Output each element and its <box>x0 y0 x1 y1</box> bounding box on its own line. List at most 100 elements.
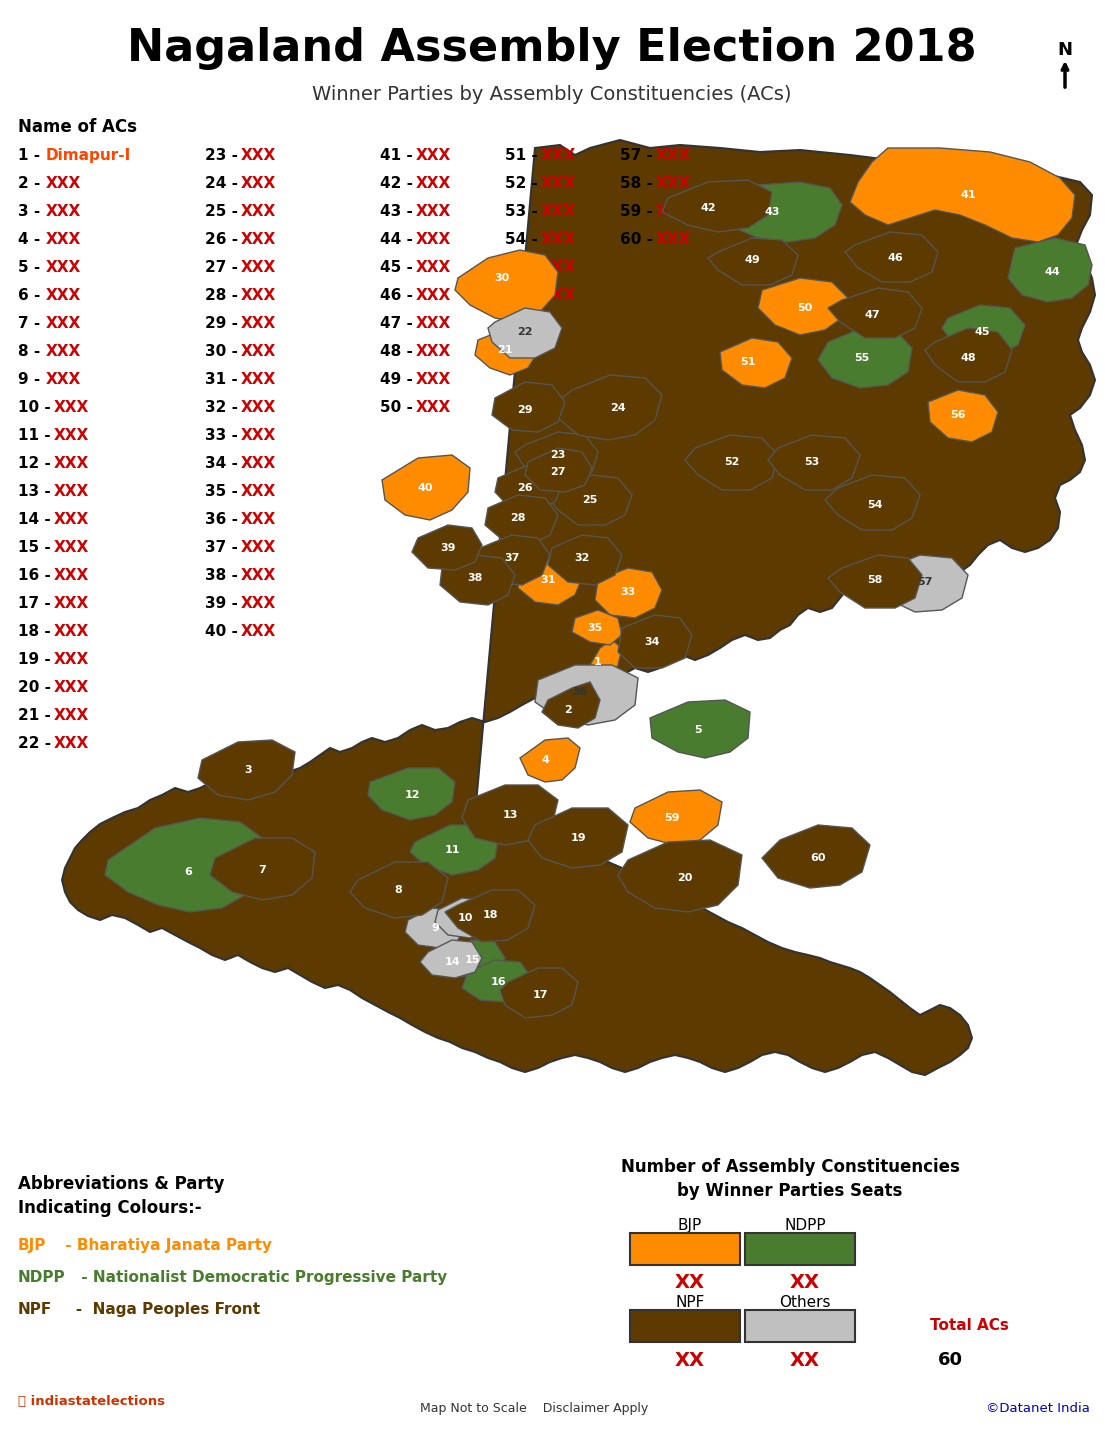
Polygon shape <box>630 790 722 844</box>
Text: 45 -: 45 - <box>380 259 418 275</box>
Text: 42 -: 42 - <box>380 176 419 192</box>
Text: XXX: XXX <box>46 344 82 359</box>
Polygon shape <box>210 839 315 901</box>
Polygon shape <box>520 738 580 782</box>
Polygon shape <box>535 664 638 725</box>
Text: 35 -: 35 - <box>206 484 243 499</box>
Text: Map Not to Scale    Disclaimer Apply: Map Not to Scale Disclaimer Apply <box>420 1402 649 1415</box>
Polygon shape <box>928 391 998 442</box>
Polygon shape <box>410 826 498 875</box>
Text: XXX: XXX <box>54 512 90 527</box>
Text: 24 -: 24 - <box>206 176 243 192</box>
Text: XXX: XXX <box>415 344 451 359</box>
Text: 43: 43 <box>765 208 780 218</box>
Text: 9 -: 9 - <box>18 372 45 388</box>
Text: 48: 48 <box>960 353 976 363</box>
Polygon shape <box>850 148 1075 242</box>
Polygon shape <box>545 476 632 525</box>
Text: 53 -: 53 - <box>505 205 544 219</box>
Polygon shape <box>828 555 922 608</box>
Polygon shape <box>445 891 535 942</box>
Text: XXX: XXX <box>656 232 692 246</box>
Polygon shape <box>941 305 1025 354</box>
Text: 51 -: 51 - <box>505 148 543 163</box>
Text: 18: 18 <box>482 911 497 919</box>
Polygon shape <box>572 610 622 646</box>
Text: 28: 28 <box>511 513 526 523</box>
Text: 27 -: 27 - <box>206 259 243 275</box>
Text: XXX: XXX <box>656 205 692 219</box>
Text: 44 -: 44 - <box>380 232 418 246</box>
Text: 33 -: 33 - <box>206 428 243 442</box>
Text: 19: 19 <box>570 833 586 843</box>
Text: XXX: XXX <box>656 148 692 163</box>
Text: XXX: XXX <box>415 148 451 163</box>
Text: 43 -: 43 - <box>380 205 418 219</box>
Text: 17 -: 17 - <box>18 597 56 611</box>
Polygon shape <box>768 435 860 490</box>
Polygon shape <box>488 308 562 357</box>
Text: 31: 31 <box>540 575 556 585</box>
Text: XXX: XXX <box>241 597 276 611</box>
Text: 32 -: 32 - <box>206 401 243 415</box>
Text: 58: 58 <box>867 575 883 585</box>
Polygon shape <box>528 808 628 867</box>
Text: XXX: XXX <box>46 316 82 331</box>
Text: XXX: XXX <box>54 568 90 584</box>
Polygon shape <box>515 432 598 481</box>
Text: 22: 22 <box>517 327 533 337</box>
Text: 38 -: 38 - <box>206 568 243 584</box>
Text: XXX: XXX <box>241 232 276 246</box>
Text: 17: 17 <box>533 990 548 1000</box>
Polygon shape <box>828 288 922 339</box>
Polygon shape <box>541 682 600 728</box>
Text: Others: Others <box>779 1295 831 1310</box>
Text: 13 -: 13 - <box>18 484 56 499</box>
Text: 52 -: 52 - <box>505 176 544 192</box>
Polygon shape <box>62 140 1095 1075</box>
Text: 27: 27 <box>550 467 566 477</box>
Text: XXX: XXX <box>54 484 90 499</box>
Bar <box>745 1310 855 1342</box>
Polygon shape <box>650 700 750 758</box>
Text: XXX: XXX <box>241 205 276 219</box>
Text: 52: 52 <box>724 457 739 467</box>
Text: 55 -: 55 - <box>505 259 544 275</box>
Polygon shape <box>462 960 532 1001</box>
Text: XXX: XXX <box>541 148 576 163</box>
Text: Name of ACs: Name of ACs <box>18 118 137 135</box>
Text: BJP: BJP <box>677 1218 702 1233</box>
Text: 59 -: 59 - <box>620 205 659 219</box>
Text: 49: 49 <box>744 255 760 265</box>
Polygon shape <box>845 232 938 282</box>
Text: 45: 45 <box>975 327 990 337</box>
Text: 7 -: 7 - <box>18 316 45 331</box>
Text: 6: 6 <box>185 867 192 878</box>
Polygon shape <box>499 968 578 1017</box>
Text: XXX: XXX <box>46 288 82 303</box>
Text: 41 -: 41 - <box>380 148 418 163</box>
Text: 10: 10 <box>457 914 473 924</box>
Polygon shape <box>198 741 295 800</box>
Text: NDPP: NDPP <box>18 1270 65 1285</box>
Text: 42: 42 <box>701 203 716 213</box>
Text: Dimapur-I: Dimapur-I <box>46 148 131 163</box>
Text: 5 -: 5 - <box>18 259 45 275</box>
Text: 47: 47 <box>864 310 880 320</box>
Text: NPF: NPF <box>675 1295 705 1310</box>
Text: 30 -: 30 - <box>206 344 243 359</box>
Text: 25 -: 25 - <box>206 205 243 219</box>
Polygon shape <box>925 329 1012 382</box>
Text: XXX: XXX <box>54 736 90 751</box>
Text: 4 -: 4 - <box>18 232 45 246</box>
Text: 14: 14 <box>444 957 460 967</box>
Text: 8: 8 <box>394 885 402 895</box>
Polygon shape <box>878 555 968 612</box>
Text: 57: 57 <box>917 576 933 586</box>
Text: 19 -: 19 - <box>18 651 56 667</box>
Polygon shape <box>485 496 558 545</box>
Text: 46: 46 <box>887 254 903 264</box>
Text: Winner Parties by Assembly Constituencies (ACs): Winner Parties by Assembly Constituencie… <box>313 85 792 105</box>
Text: 5: 5 <box>694 725 702 735</box>
Text: XXX: XXX <box>415 401 451 415</box>
